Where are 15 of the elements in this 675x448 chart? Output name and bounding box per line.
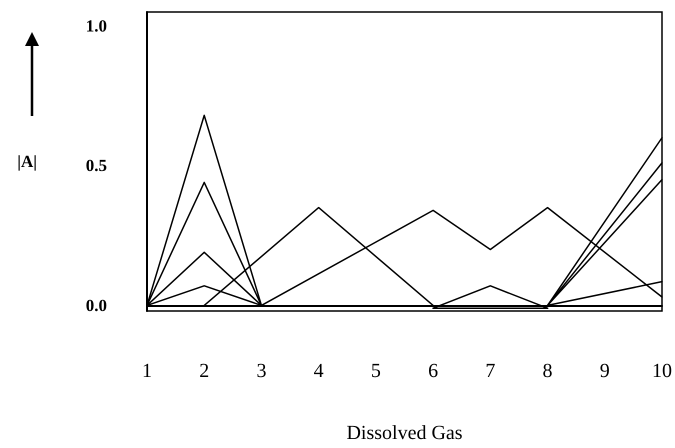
x-tick-label: 5	[370, 360, 381, 382]
x-tick-label: 1	[142, 360, 152, 382]
x-tick-label: 3	[256, 360, 266, 382]
y-tick-label: 0.5	[86, 156, 107, 176]
x-tick-label: 4	[314, 360, 324, 382]
x-tick-label: 7	[485, 360, 496, 382]
x-tick-label: 2	[199, 360, 210, 382]
x-axis-title: Dissolved Gas	[346, 422, 463, 444]
x-tick-label: 10	[652, 360, 672, 382]
y-axis-title: |A|	[17, 152, 37, 171]
x-tick-label: 9	[600, 360, 610, 382]
x-tick-label: 6	[428, 360, 438, 382]
y-tick-label: 1.0	[86, 16, 107, 36]
y-tick-label: 0.0	[86, 296, 107, 315]
x-tick-label: 8	[542, 360, 553, 382]
